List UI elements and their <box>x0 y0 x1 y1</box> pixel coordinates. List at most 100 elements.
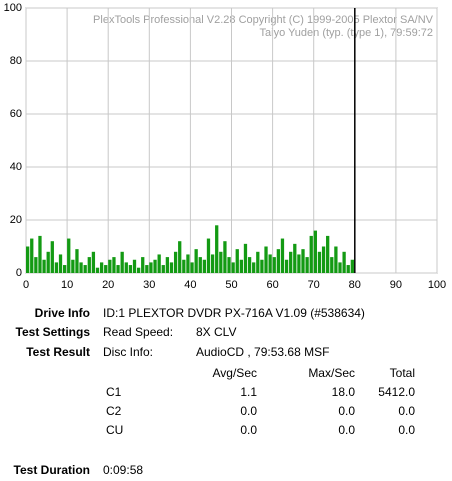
label: Test Result <box>26 345 90 359</box>
bar <box>342 251 346 273</box>
bar <box>235 249 239 273</box>
bar <box>54 262 59 273</box>
bar <box>141 257 145 273</box>
x-tick-label: 10 <box>61 279 73 291</box>
cell: 0.0 <box>338 423 355 437</box>
bar <box>305 257 309 273</box>
bar <box>301 249 305 273</box>
cell: 0.0 <box>240 404 257 418</box>
bar <box>280 238 285 273</box>
column-header: Max/Sec <box>308 366 355 380</box>
bar <box>293 243 297 273</box>
bar <box>309 235 313 273</box>
bar <box>75 249 79 273</box>
bar <box>108 259 112 273</box>
bar <box>264 246 268 273</box>
bar <box>317 251 322 273</box>
bar <box>252 262 256 273</box>
y-tick-label: 100 <box>4 2 22 14</box>
bar <box>284 259 289 273</box>
bar <box>297 254 301 273</box>
chart-subtitle: Taiyo Yuden (typ. (type 1), 79:59:72 <box>260 27 433 39</box>
row-label: CU <box>106 423 124 437</box>
bar <box>87 257 91 273</box>
bar <box>161 265 165 273</box>
bar <box>116 265 120 273</box>
bar <box>46 251 50 273</box>
bar <box>165 257 170 273</box>
bar <box>30 238 34 273</box>
bar <box>313 230 317 273</box>
cell: 5412.0 <box>378 385 415 399</box>
label: Drive Info <box>34 306 90 320</box>
bar <box>186 254 190 273</box>
cell: 0.0 <box>240 423 257 437</box>
cell: 0.0 <box>398 404 415 418</box>
bar <box>136 267 141 273</box>
bar <box>173 251 178 273</box>
label: Test Settings <box>15 325 90 339</box>
label: Test Duration <box>13 463 90 477</box>
bar <box>178 241 182 273</box>
bar <box>50 241 54 273</box>
bar <box>321 246 326 273</box>
x-tick-label: 50 <box>225 279 237 291</box>
bar <box>219 251 223 273</box>
bar <box>182 259 186 273</box>
value: 8X CLV <box>196 325 237 339</box>
bar <box>132 259 137 273</box>
row-label: C1 <box>106 385 122 399</box>
chart: PlexTools Professional V2.28 Copyright (… <box>4 2 447 291</box>
bar <box>58 254 63 273</box>
x-tick-label: 80 <box>349 279 361 291</box>
bar <box>215 225 219 273</box>
bar <box>289 251 293 273</box>
bar <box>210 254 215 273</box>
bar <box>153 259 157 273</box>
bar <box>34 257 38 273</box>
bar <box>256 251 260 273</box>
bar <box>190 262 194 273</box>
bar <box>326 235 330 273</box>
bar <box>346 265 350 273</box>
cell: 18.0 <box>331 385 355 399</box>
key: Read Speed: <box>103 325 174 339</box>
bar <box>206 238 211 273</box>
bar <box>62 265 67 273</box>
x-tick-label: 20 <box>102 279 114 291</box>
x-tick-label: 40 <box>184 279 196 291</box>
x-tick-label: 60 <box>266 279 278 291</box>
column-header: Total <box>389 366 415 380</box>
bar <box>268 254 272 273</box>
x-tick-label: 100 <box>428 279 446 291</box>
bar <box>243 243 248 273</box>
bar <box>38 235 42 273</box>
x-tick-label: 70 <box>308 279 320 291</box>
y-tick-label: 60 <box>10 108 22 120</box>
y-tick-label: 80 <box>10 55 22 67</box>
cell: 1.1 <box>240 385 257 399</box>
bar <box>95 267 100 273</box>
bar <box>198 257 202 273</box>
bar <box>120 251 124 273</box>
bar <box>231 262 235 273</box>
bar <box>83 265 87 273</box>
bar <box>124 262 128 273</box>
chart-title: PlexTools Professional V2.28 Copyright (… <box>93 14 434 26</box>
key: Disc Info: <box>103 345 154 359</box>
bar <box>272 257 276 273</box>
bar <box>223 241 227 273</box>
column-header: Avg/Sec <box>212 366 257 380</box>
bar <box>99 262 104 273</box>
bar <box>350 259 354 273</box>
bar <box>330 257 334 273</box>
bar <box>42 259 46 273</box>
bar <box>260 259 264 273</box>
bar <box>149 262 153 273</box>
bar <box>338 262 342 273</box>
bar <box>71 259 75 273</box>
bar <box>112 257 116 273</box>
bar <box>239 259 244 273</box>
bar <box>194 249 198 273</box>
bar <box>79 262 83 273</box>
